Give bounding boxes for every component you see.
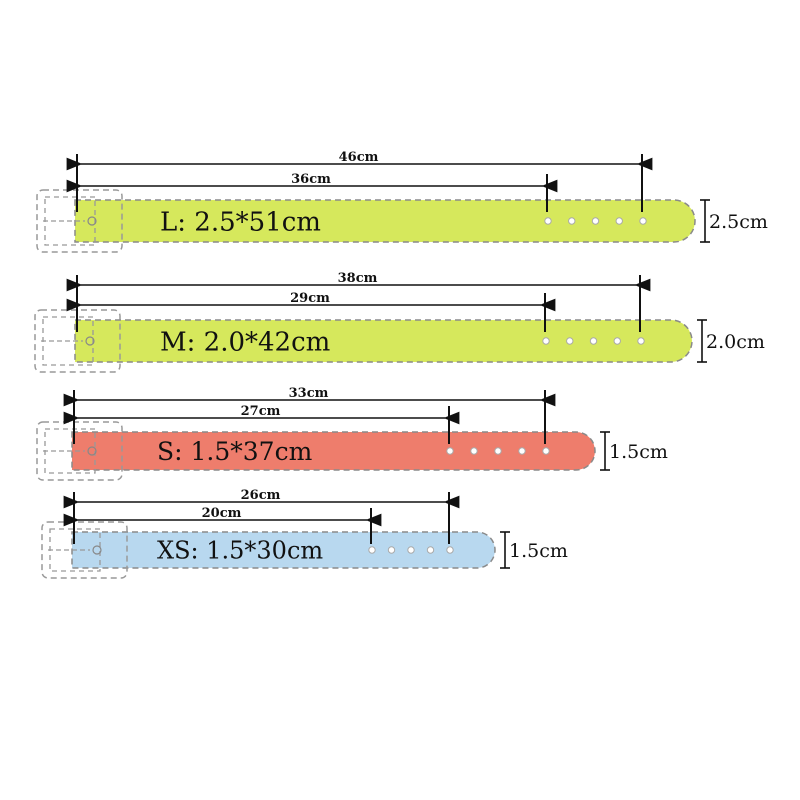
width-label: 1.5cm <box>509 540 568 562</box>
belt-l: 46cm 36cm L: 2.5*51cm 2.5cm <box>36 150 768 253</box>
buckle-hole-icon <box>85 336 95 346</box>
belt-s: 33cm 27cm S: 1.5*37cm 1.5cm <box>36 386 668 481</box>
width-label: 1.5cm <box>609 441 668 463</box>
buckle-hole-icon <box>87 446 97 456</box>
belt-strap <box>74 199 696 243</box>
belt-strap <box>74 319 693 363</box>
belt-hole <box>591 217 600 225</box>
belt-hole <box>613 337 621 345</box>
size-label: L: 2.5*51cm <box>160 207 321 237</box>
size-label: M: 2.0*42cm <box>160 327 330 357</box>
belt-hole <box>566 337 574 345</box>
belt-hole <box>542 447 550 455</box>
width-label: 2.5cm <box>709 211 768 233</box>
belt-hole <box>407 546 415 554</box>
buckle-hole-icon <box>87 216 97 226</box>
belt-hole <box>589 337 598 345</box>
belt-m: 38cm 29cm M: 2.0*42cm 2.0cm <box>34 271 765 373</box>
belt-hole <box>446 546 454 554</box>
size-label: S: 1.5*37cm <box>157 437 313 466</box>
inner-length-label: 27cm <box>241 404 281 419</box>
size-label: XS: 1.5*30cm <box>157 537 323 565</box>
belt-hole <box>387 546 396 554</box>
belt-hole <box>637 337 645 345</box>
belt-hole <box>542 337 550 345</box>
belt-hole <box>544 217 552 225</box>
belt-hole <box>494 447 502 455</box>
belt-hole <box>568 217 576 225</box>
outer-length-label: 38cm <box>338 271 378 286</box>
buckle-outline <box>36 421 123 481</box>
belt-hole <box>639 217 647 225</box>
belt-hole <box>446 447 454 455</box>
belt-strap <box>71 531 496 569</box>
belt-hole <box>518 447 526 455</box>
outer-length-label: 46cm <box>339 150 379 165</box>
belt-hole <box>470 447 478 455</box>
belt-hole <box>615 217 623 225</box>
belt-hole <box>426 546 435 554</box>
width-label: 2.0cm <box>706 331 765 353</box>
outer-length-label: 33cm <box>289 386 329 401</box>
inner-length-label: 20cm <box>202 506 242 521</box>
inner-length-label: 29cm <box>290 291 330 306</box>
buckle-hole-icon <box>92 545 102 555</box>
belt-xs: 26cm 20cm XS: 1.5*30cm 1.5cm <box>41 488 568 579</box>
buckle-outline <box>41 521 128 579</box>
belt-strap <box>71 431 596 471</box>
inner-length-label: 36cm <box>291 172 331 187</box>
outer-length-label: 26cm <box>241 488 281 503</box>
belt-hole <box>368 546 376 554</box>
